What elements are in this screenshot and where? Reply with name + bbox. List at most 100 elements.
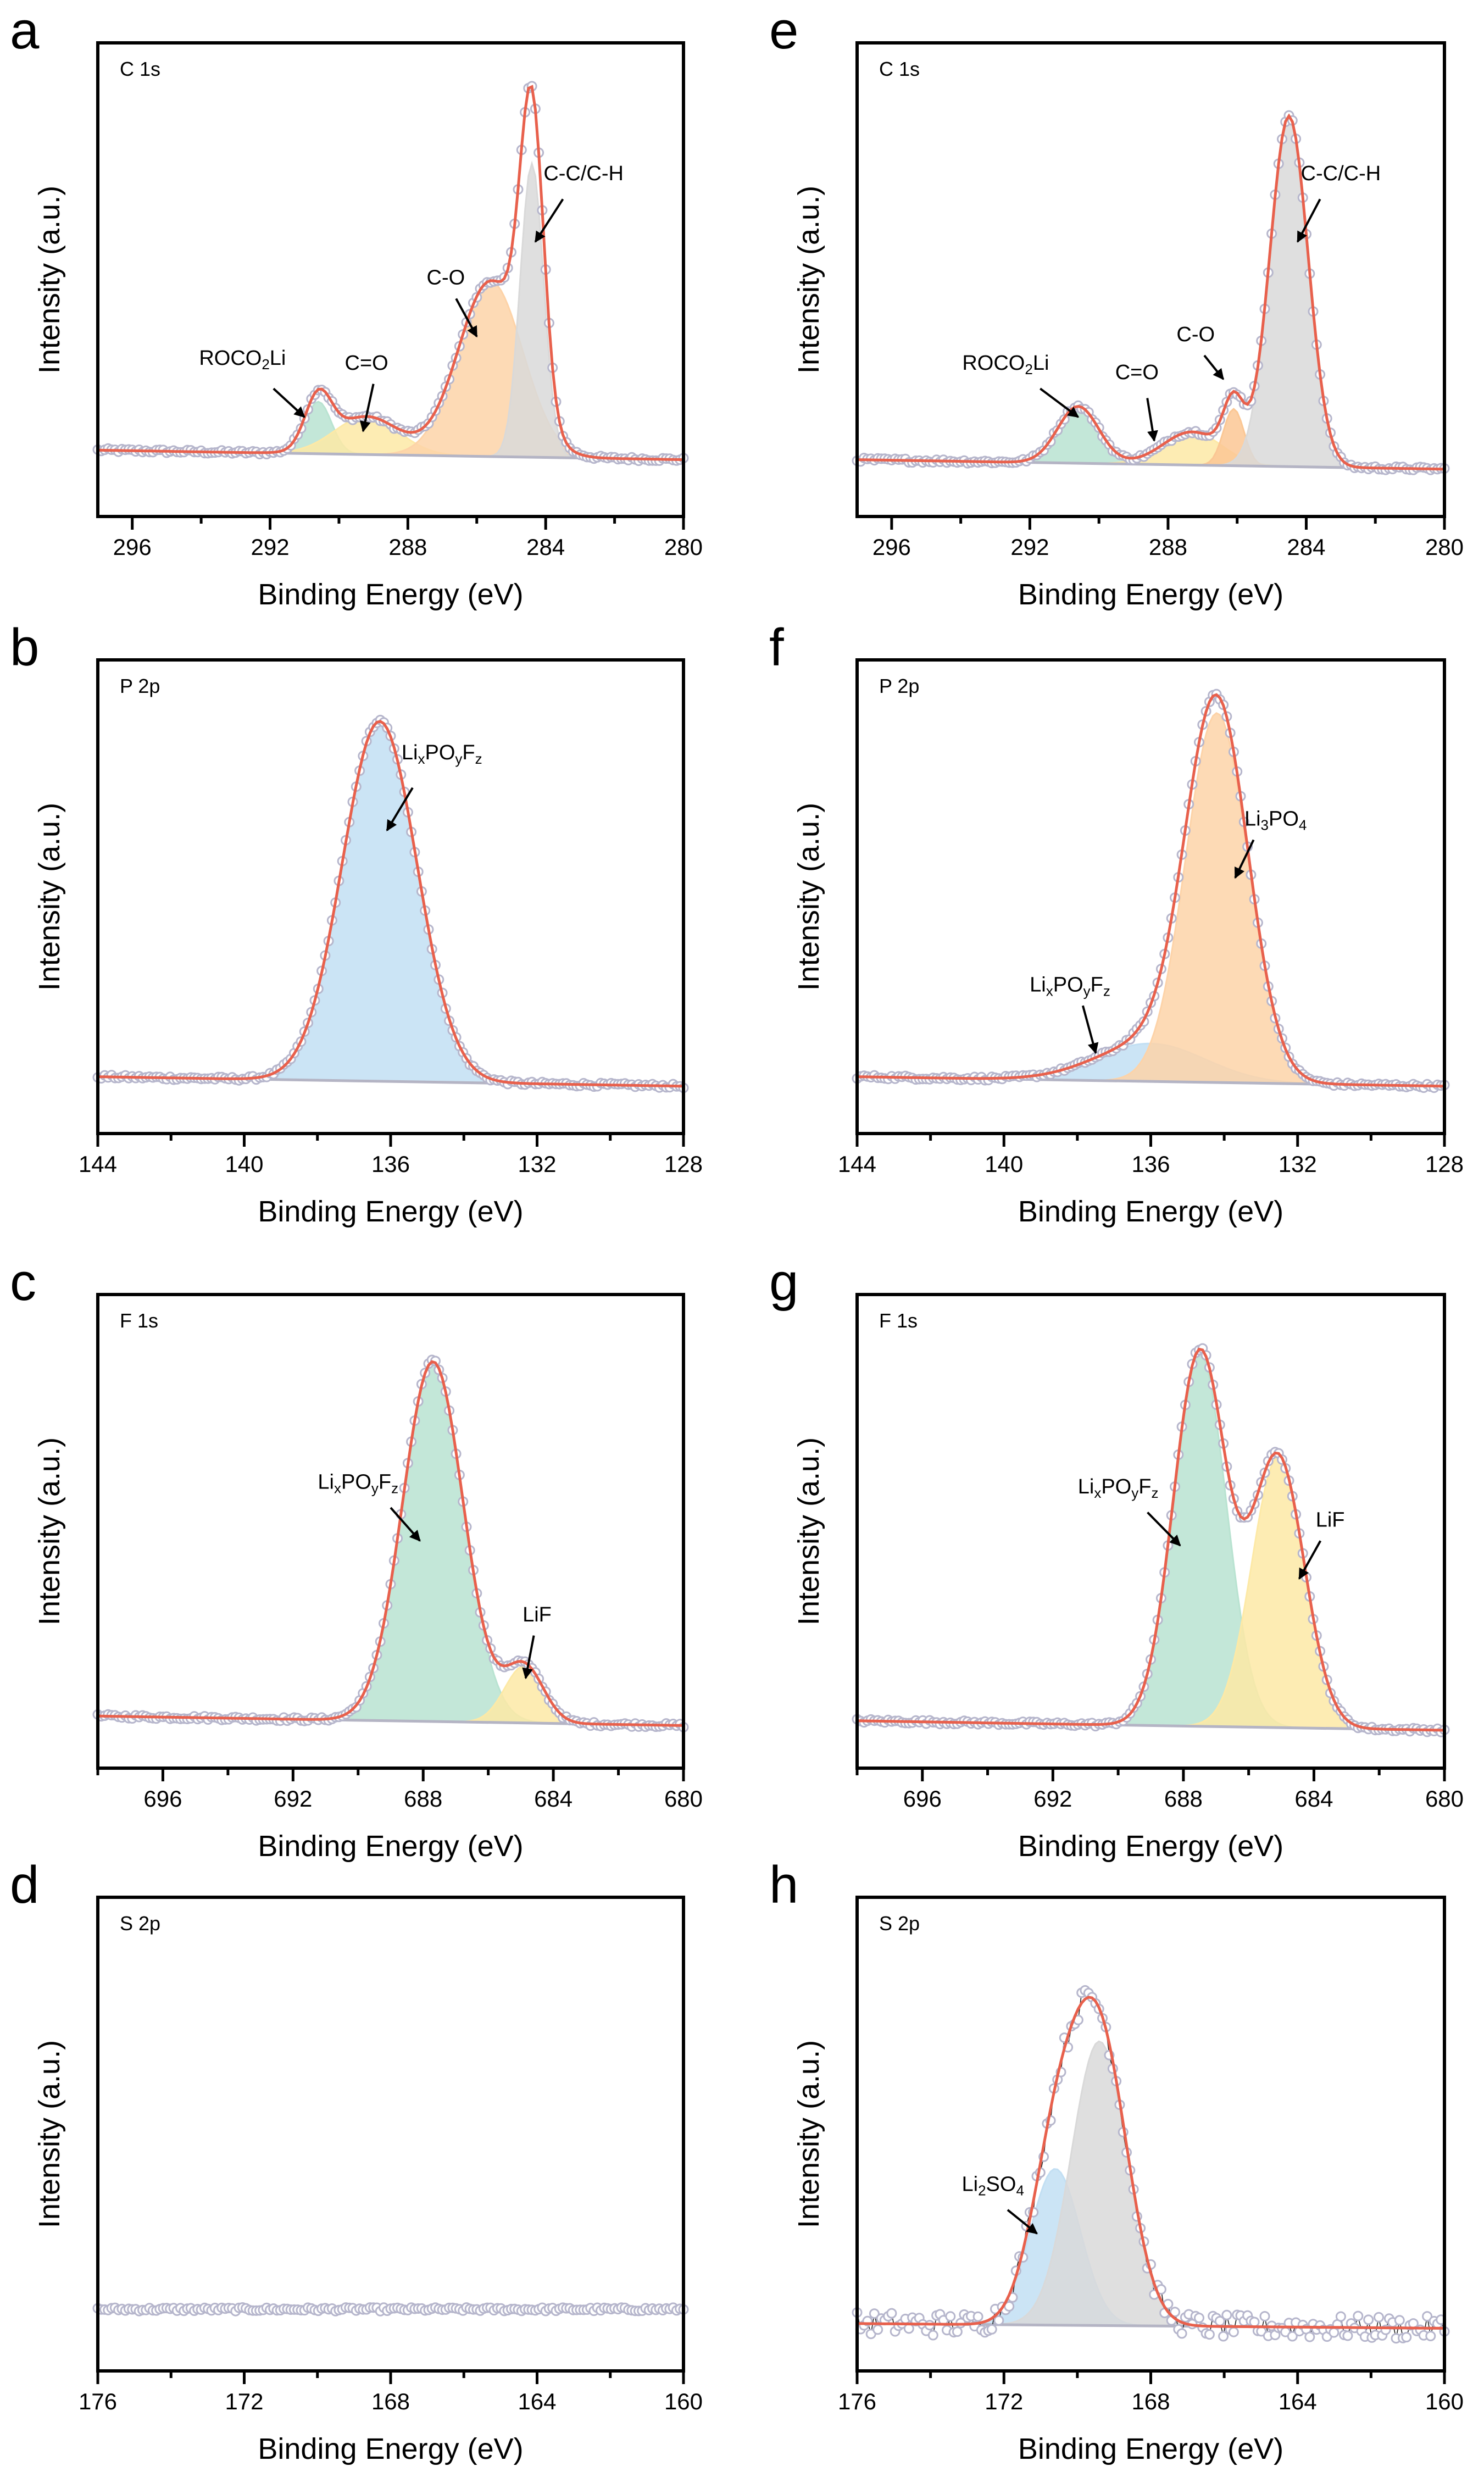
x-tick-label: 292 <box>251 534 289 560</box>
annotation-arrow-icon <box>534 198 564 243</box>
label-text: Li <box>1033 352 1049 375</box>
label-subscript: y <box>1131 1485 1138 1501</box>
data-point <box>986 2324 997 2335</box>
panel-title: C 1s <box>120 58 160 80</box>
data-point <box>945 2311 956 2322</box>
peak-label-c-c-c-h: C-C/C-H <box>1301 162 1381 185</box>
label-subscript: y <box>371 1480 379 1496</box>
x-tick-label: 140 <box>225 1151 263 1177</box>
label-subscript: x <box>1094 1485 1101 1501</box>
panel-title: C 1s <box>879 58 920 80</box>
x-tick-label: 288 <box>1149 534 1187 560</box>
x-tick-label: 160 <box>664 2388 703 2414</box>
label-text: Li <box>270 347 286 370</box>
panel-title: S 2p <box>120 1912 160 1935</box>
panel-letter: d <box>10 1856 39 1914</box>
panel-letter: c <box>10 1253 36 1312</box>
label-text: ROCO <box>962 352 1025 375</box>
x-tick-label: 160 <box>1425 2388 1464 2414</box>
x-tick-label: 164 <box>1279 2388 1317 2414</box>
x-tick-label: 132 <box>518 1151 556 1177</box>
label-text: Li <box>402 741 418 764</box>
x-tick-label: 288 <box>388 534 427 560</box>
plot-frame <box>96 41 685 518</box>
y-axis-title: Intensity (a.u.) <box>792 186 825 374</box>
panel-b: b P 2p 144 140 136 132 128 Binding Energy (eV) I… <box>10 618 703 1228</box>
label-text: F <box>462 741 475 764</box>
annotation-arrow-icon <box>386 787 414 832</box>
label-text: C-O <box>427 266 465 290</box>
label-text: Li <box>1030 973 1046 996</box>
peak-label-lif: LiF <box>1316 1508 1345 1531</box>
peak-fill-li3po4 <box>857 712 1445 1087</box>
x-axis-title: Binding Energy (eV) <box>258 578 523 611</box>
data-point <box>1335 2311 1346 2322</box>
data-point <box>1425 2331 1436 2341</box>
label-subscript: x <box>418 751 425 767</box>
x-tick-label: 680 <box>664 1786 703 1812</box>
envelope-fit-line <box>857 1347 1445 1732</box>
x-tick-label: 284 <box>1287 534 1325 560</box>
data-point <box>1221 2309 1232 2320</box>
panel-letter: g <box>769 1253 798 1312</box>
y-axis-title: Intensity (a.u.) <box>792 2040 825 2228</box>
envelope-fit-line <box>857 1996 1444 2330</box>
peak-label-c-o: C-O <box>427 266 465 290</box>
data-point <box>1304 2331 1315 2342</box>
data-point <box>1287 2331 1298 2342</box>
annotation-arrow-icon <box>1081 1005 1099 1054</box>
data-point <box>869 2308 880 2319</box>
annotation-arrow-icon <box>455 298 478 338</box>
annotation-arrow-icon <box>1298 1540 1322 1580</box>
label-text: C-C/C-H <box>1301 162 1381 185</box>
label-text: F <box>379 1470 391 1493</box>
x-tick-label: 136 <box>371 1151 410 1177</box>
label-subscript: z <box>391 1480 398 1496</box>
x-tick-label: 684 <box>1294 1786 1333 1812</box>
x-tick-label: 136 <box>1131 1151 1170 1177</box>
x-tick-label: 680 <box>1425 1786 1464 1812</box>
x-tick-label: 128 <box>1425 1151 1464 1177</box>
annotation-arrow-icon <box>390 1507 421 1542</box>
data-point <box>1170 2307 1180 2318</box>
label-text: LiF <box>523 1603 552 1626</box>
peak-fill-lixpoyfz <box>97 720 684 1087</box>
panel-title: S 2p <box>879 1912 920 1935</box>
data-point <box>952 2326 963 2337</box>
peak-fill-s-component <box>857 2040 1444 2329</box>
panel-e: e C 1s 296 292 288 284 280 Binding Energy (eV) I… <box>769 1 1464 611</box>
data-point <box>1228 2326 1239 2337</box>
y-axis-title: Intensity (a.u.) <box>33 1437 66 1625</box>
data-point <box>1249 2317 1260 2328</box>
data-point <box>1194 2313 1204 2323</box>
panel-title: P 2p <box>879 675 919 697</box>
label-text: F <box>1138 1475 1151 1498</box>
data-point <box>1218 2331 1229 2342</box>
peak-label-c-o: C=O <box>1115 361 1159 384</box>
panel-d: d S 2p 176 172 168 164 160 Binding Energy (eV) I… <box>10 1856 703 2465</box>
panel-a: a C 1s 296 292 288 284 280 Binding Energy (eV) I… <box>10 1 703 611</box>
envelope-fit-line <box>97 1360 684 1727</box>
annotation-arrow-icon <box>1296 198 1321 243</box>
data-point <box>1342 2330 1353 2341</box>
x-axis-title: Binding Energy (eV) <box>1018 1830 1283 1863</box>
x-axis-title: Binding Energy (eV) <box>1018 1195 1283 1228</box>
plot-frame <box>855 1293 1446 1770</box>
peak-label-lif: LiF <box>523 1603 552 1626</box>
panel-letter: h <box>769 1856 798 1914</box>
peak-fill-c-c-c-h <box>97 160 684 461</box>
panel-title: P 2p <box>120 675 160 697</box>
x-tick-label: 132 <box>1279 1151 1317 1177</box>
label-text: C=O <box>1115 361 1159 384</box>
panel-h: h S 2p 176 172 168 164 160 Binding Energy (eV) I… <box>769 1856 1464 2465</box>
label-subscript: 3 <box>1261 817 1269 834</box>
peak-label-lixpoyfz: LixPOyFz <box>1030 973 1110 999</box>
x-tick-label: 144 <box>79 1151 117 1177</box>
plot-frame <box>96 1293 685 1770</box>
data-point <box>1363 2314 1374 2325</box>
data-point <box>886 2308 897 2319</box>
x-tick-label: 128 <box>664 1151 703 1177</box>
label-subscript: z <box>1103 982 1110 999</box>
x-tick-label: 172 <box>985 2388 1023 2414</box>
x-tick-label: 696 <box>143 1786 182 1812</box>
